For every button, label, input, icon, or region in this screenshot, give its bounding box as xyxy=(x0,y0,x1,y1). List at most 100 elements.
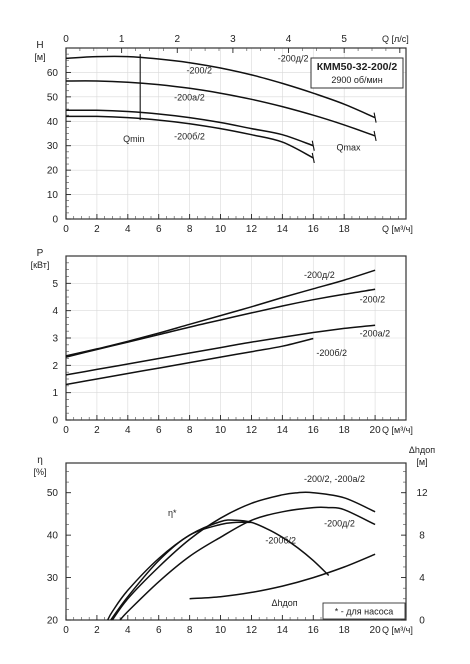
x-tick-label: 0 xyxy=(63,625,69,636)
chart-panel-2: 0 2 4 6 8 10 12 14 16 18 20 Q [м³/ч]012345P[кВт]-20… xyxy=(31,248,413,436)
top-tick-label: 1 xyxy=(119,34,125,45)
x-tick-label: 6 xyxy=(156,224,162,235)
chart-panel-1: 0 2 4 6 8 10 12 14 16 18 Q [м³/ч]0102030405060H[м]… xyxy=(34,34,412,235)
series-curve xyxy=(65,288,376,358)
x-tick-label: 4 xyxy=(125,425,131,436)
right-tick-label: 4 xyxy=(419,573,425,584)
x-axis-label: Q [м³/ч] xyxy=(382,224,413,234)
x-tick-label: 8 xyxy=(187,625,193,636)
y-tick-label: 60 xyxy=(47,68,59,79)
x-tick-label: 20 xyxy=(370,625,382,636)
qmax-marker xyxy=(373,130,377,142)
x-tick-label: 4 xyxy=(125,224,131,235)
top-tick-label: 4 xyxy=(286,34,292,45)
top-tick-label: 3 xyxy=(230,34,236,45)
series-label: -200/2 xyxy=(187,66,213,76)
y-tick-label: 30 xyxy=(47,573,59,584)
y-tick-label: 3 xyxy=(52,334,58,345)
y-tick-label: 1 xyxy=(52,388,58,399)
y-tick-label: 10 xyxy=(47,190,59,201)
x-tick-label: 20 xyxy=(370,425,382,436)
x-tick-label: 14 xyxy=(277,625,289,636)
series-curve xyxy=(65,324,376,376)
x-tick-label: 18 xyxy=(339,425,351,436)
series-curve xyxy=(119,506,376,621)
right-axis-label: Δhдоп xyxy=(409,445,435,455)
top-tick-label: 0 xyxy=(63,34,69,45)
qmax-marker xyxy=(311,140,315,151)
y-tick-label: 30 xyxy=(47,141,59,152)
series-label: -200a/2 xyxy=(174,93,205,103)
series-label: Δhдоп xyxy=(272,598,298,608)
x-tick-label: 18 xyxy=(339,625,351,636)
x-tick-label: 2 xyxy=(94,625,100,636)
series-label: -200д/2 xyxy=(278,53,309,63)
x-tick-label: 6 xyxy=(156,425,162,436)
y-tick-label: 40 xyxy=(47,117,59,128)
qmax-marker xyxy=(373,112,377,123)
y-tick-label: 5 xyxy=(52,279,58,290)
series-label: η* xyxy=(168,508,177,518)
x-tick-label: 16 xyxy=(308,425,320,436)
x-tick-label: 8 xyxy=(187,425,193,436)
series-label: -200б/2 xyxy=(174,132,205,142)
x-tick-label: 2 xyxy=(94,425,100,436)
series-label: -200б/2 xyxy=(265,536,296,546)
y-tick-label: 0 xyxy=(52,215,58,226)
right-axis-unit: [м] xyxy=(416,457,427,467)
y-tick-label: 20 xyxy=(47,616,59,627)
right-tick-label: 8 xyxy=(419,531,425,542)
x-tick-label: 0 xyxy=(63,425,69,436)
series-curve xyxy=(111,491,376,621)
series-curve xyxy=(189,553,376,600)
y-axis-unit: [кВт] xyxy=(31,260,50,270)
series-label: -200/2, -200a/2 xyxy=(304,474,365,484)
legend-note: * - для насоса xyxy=(335,607,393,617)
x-tick-label: 12 xyxy=(246,625,258,636)
y-tick-label: 0 xyxy=(52,416,58,427)
right-tick-label: 12 xyxy=(416,488,428,499)
series-curve xyxy=(65,80,376,137)
x-tick-label: 12 xyxy=(246,425,258,436)
x-tick-label: 2 xyxy=(94,224,100,235)
x-tick-label: 16 xyxy=(308,224,320,235)
plot-frame xyxy=(65,462,407,621)
x-tick-label: 0 xyxy=(63,224,69,235)
y-axis-label: η xyxy=(37,455,43,466)
top-axis-label: Q [л/с] xyxy=(382,34,409,44)
y-axis-label: H xyxy=(36,40,43,51)
chart-panel-3: 0 2 4 6 8 10 12 14 16 18 20 Q [м³/ч]20304050η[%]048… xyxy=(33,445,435,636)
x-axis-label: Q [м³/ч] xyxy=(382,425,413,435)
series-curve xyxy=(65,109,314,147)
annotation-label: Qmax xyxy=(336,143,361,153)
y-axis-unit: [м] xyxy=(34,52,45,62)
series-curve xyxy=(110,521,252,621)
legend-note-box xyxy=(322,602,406,620)
series-label: -200/2 xyxy=(360,294,386,304)
y-tick-label: 40 xyxy=(47,531,59,542)
x-axis-label: Q [м³/ч] xyxy=(382,625,413,635)
series-label: -200д/2 xyxy=(304,270,335,280)
series-curve xyxy=(107,519,330,621)
series-curve xyxy=(65,55,376,119)
x-tick-label: 6 xyxy=(156,625,162,636)
x-tick-label: 16 xyxy=(308,625,320,636)
series-label: -200д/2 xyxy=(324,519,355,529)
y-tick-label: 50 xyxy=(47,488,59,499)
y-tick-label: 2 xyxy=(52,361,58,372)
x-tick-label: 10 xyxy=(215,425,227,436)
x-tick-label: 18 xyxy=(339,224,351,235)
chart-subtitle: 2900 об/мин xyxy=(331,75,382,85)
qmax-marker xyxy=(311,152,315,164)
x-tick-label: 10 xyxy=(215,625,227,636)
series-label: -200б/2 xyxy=(316,348,347,358)
x-tick-label: 4 xyxy=(125,625,131,636)
series-curve xyxy=(65,337,314,386)
title-box xyxy=(310,57,404,89)
y-tick-label: 4 xyxy=(52,306,58,317)
right-tick-label: 0 xyxy=(419,616,425,627)
x-tick-label: 14 xyxy=(277,425,289,436)
x-tick-label: 14 xyxy=(277,224,289,235)
